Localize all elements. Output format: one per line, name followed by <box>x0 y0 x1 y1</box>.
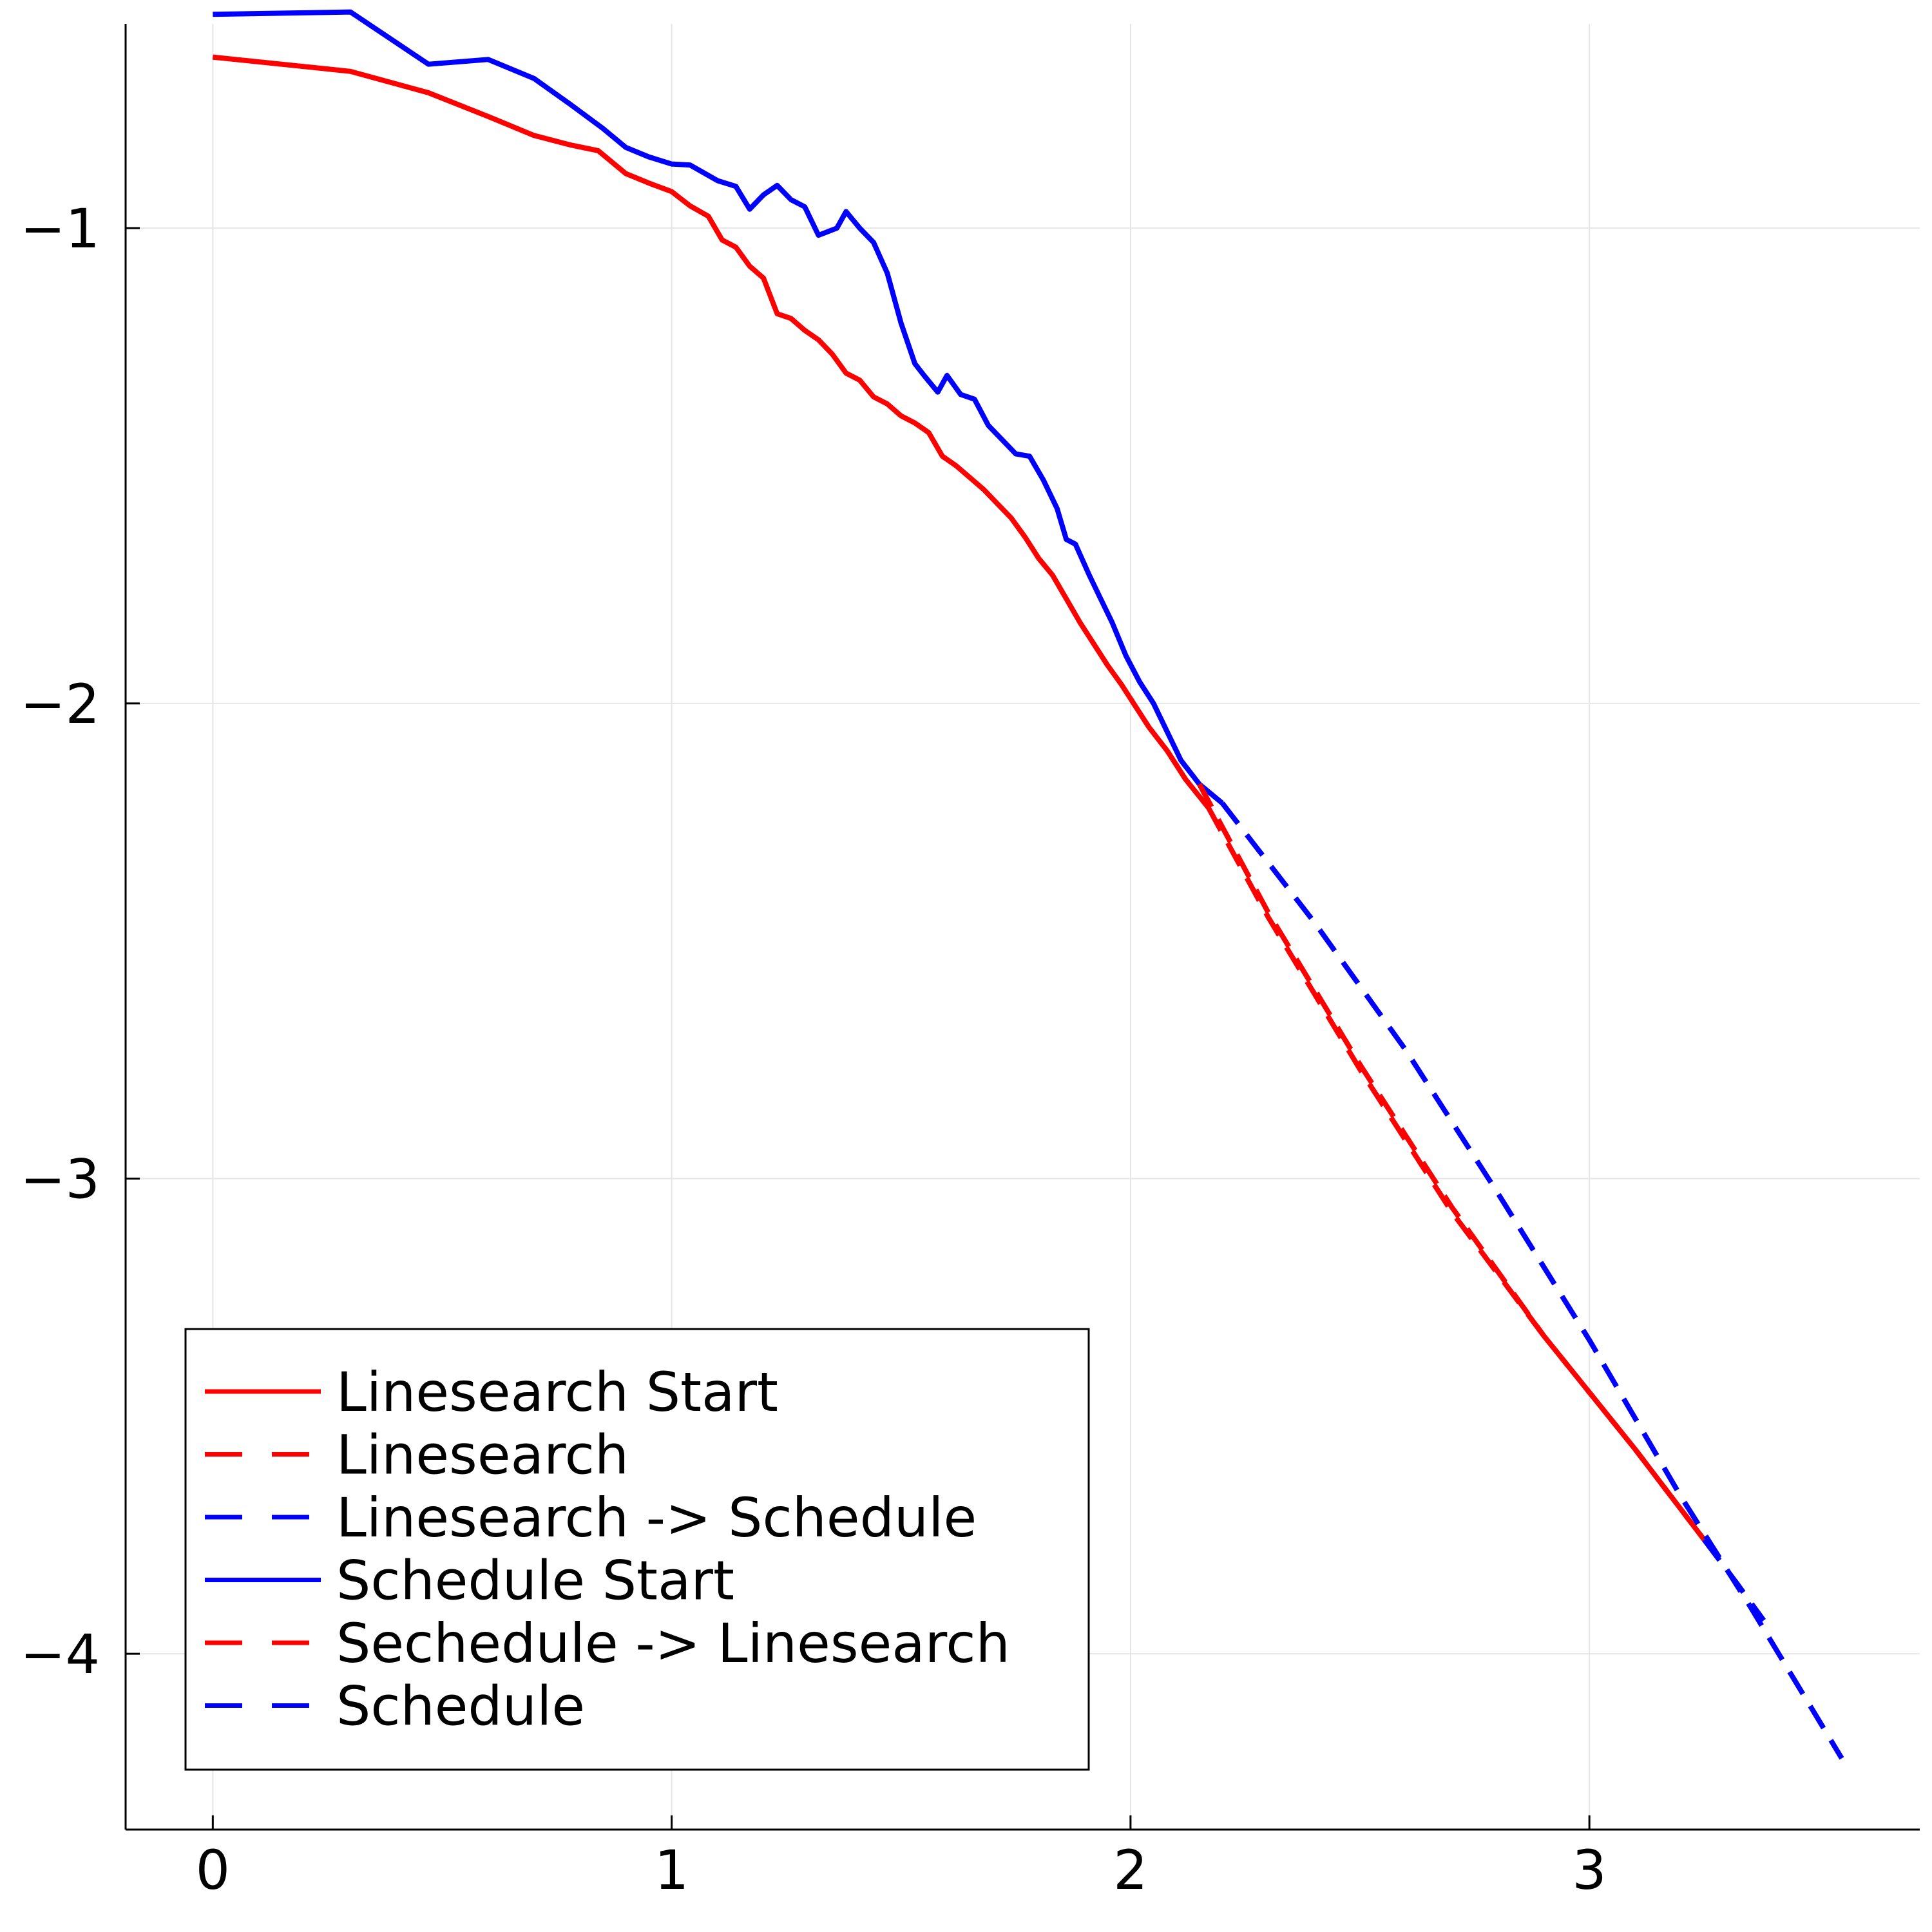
series-lines <box>212 9 1844 1760</box>
tick-labels: 0 1 2 3 −1 −2 −3 −4 <box>20 197 1607 1902</box>
legend-label: Schedule Start <box>336 1549 734 1612</box>
x-tick-label: 0 <box>196 1839 230 1902</box>
series-line-0 <box>212 54 1211 810</box>
legend-box <box>184 1328 1090 1771</box>
legend-label: Linesearch -> Schedule <box>336 1486 977 1549</box>
legend-label: Sechedule -> Linesearch <box>336 1612 1010 1675</box>
x-tick-label: 3 <box>1572 1839 1606 1902</box>
grid-lines <box>126 24 1920 1830</box>
x-tick-label: 1 <box>655 1839 689 1902</box>
y-tick-label: −4 <box>20 1623 100 1686</box>
legend-label: Linesearch <box>336 1424 629 1487</box>
series-line-3 <box>213 9 1224 805</box>
y-tick-label: −1 <box>20 197 100 260</box>
y-tick-label: −3 <box>20 1147 100 1210</box>
x-tick-label: 2 <box>1113 1839 1147 1902</box>
axes <box>124 24 1920 1831</box>
y-tick-label: −2 <box>20 673 100 736</box>
series-line-1 <box>1206 807 1707 1542</box>
series-line-5 <box>1220 801 1844 1760</box>
legend-label: Schedule <box>336 1675 585 1738</box>
tick-marks <box>126 227 1591 1830</box>
series-line-4 <box>1197 783 1707 1542</box>
legend-label: Linesearch Start <box>336 1361 778 1424</box>
